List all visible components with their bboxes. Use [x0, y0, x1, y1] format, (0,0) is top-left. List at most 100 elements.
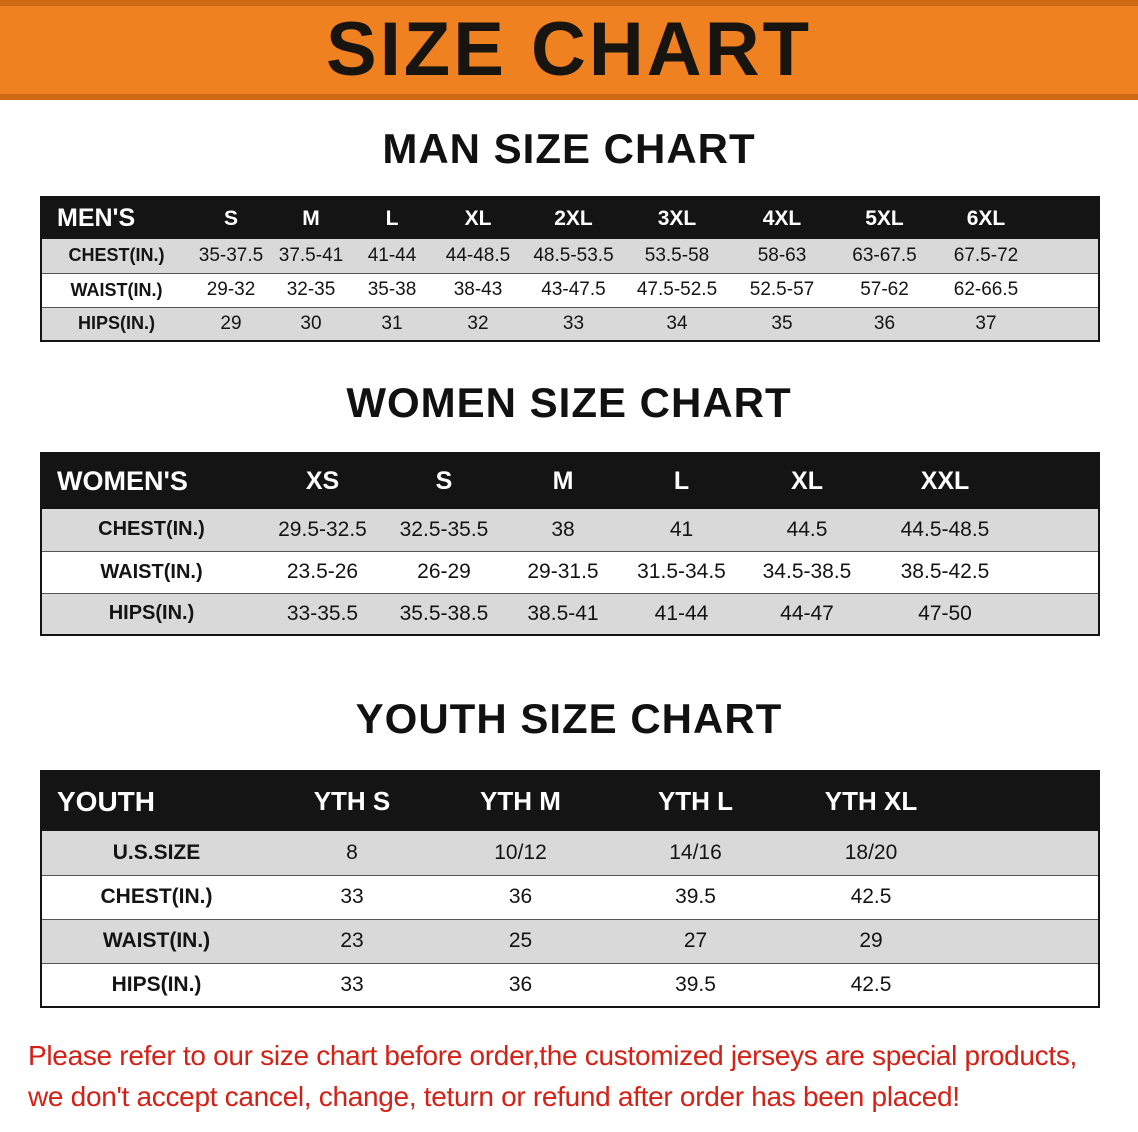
data-cell — [959, 831, 1099, 875]
data-cell: 41-44 — [367, 244, 417, 266]
column-header: S — [191, 197, 271, 239]
youth-size-chart-heading: YOUTH SIZE CHART — [355, 695, 783, 742]
column-header: YTH M — [433, 771, 608, 831]
column-header: YTH XL — [783, 771, 959, 831]
data-cell: 38 — [551, 517, 575, 541]
data-cell: 53.5-58 — [644, 244, 710, 266]
data-cell: 33 — [523, 306, 624, 341]
data-cell: 32.5-35.5 — [399, 517, 489, 541]
column-header: 5XL — [834, 197, 935, 239]
data-cell: 47-50 — [873, 592, 1017, 635]
column-header: M — [271, 197, 351, 239]
youth-section: YOUTH SIZE CHART YOUTH YTH S YTH M YTH L YTH… — [0, 698, 1138, 1008]
data-cell: 33 — [271, 962, 433, 1007]
table-row: CHEST(IN.) 35-37.5 37.5-41 41-44 44-48.5 48.5… — [41, 239, 1099, 273]
data-cell: 33 — [271, 874, 433, 919]
data-cell: 38.5-41 — [504, 592, 622, 635]
data-cell — [959, 918, 1099, 963]
data-cell: 27 — [608, 918, 783, 963]
data-cell: 29 — [783, 918, 959, 963]
data-cell: 32-35 — [271, 272, 351, 307]
data-cell: 18/20 — [844, 840, 898, 864]
data-cell: 14/16 — [669, 840, 722, 864]
men-size-table: MEN'S S M L XL 2XL 3XL 4XL 5XL 6XL CHEST(IN.) 35-37… — [40, 196, 1100, 342]
youth-size-table: YOUTH YTH S YTH M YTH L YTH XL U.S.SIZE 8 10/12… — [40, 770, 1100, 1008]
disclaimer-line-2: we don't accept cancel, change, teturn o… — [28, 1080, 960, 1112]
data-cell: 39.5 — [608, 962, 783, 1007]
table-row: HIPS(IN.) 29 30 31 32 33 34 35 36 37 — [41, 306, 1099, 341]
table-row: CHEST(IN.) 33 36 39.5 42.5 — [41, 874, 1099, 919]
column-header: 6XL — [935, 197, 1037, 239]
column-header: XL — [741, 453, 873, 509]
data-cell: 67.5-72 — [953, 244, 1019, 266]
table-row: WAIST(IN.) 23.5-26 26-29 29-31.5 31.5-34.5 34… — [41, 550, 1099, 593]
data-cell: 29 — [191, 306, 271, 341]
row-label: U.S.SIZE — [112, 840, 201, 864]
data-cell: 31.5-34.5 — [622, 550, 741, 593]
table-header-row: WOMEN'S XS S M L XL XXL — [41, 453, 1099, 509]
data-cell: 30 — [271, 306, 351, 341]
data-cell: 35.5-38.5 — [384, 592, 504, 635]
data-cell: 38.5-42.5 — [873, 550, 1017, 593]
data-cell: 41-44 — [622, 592, 741, 635]
data-cell: 29-32 — [191, 272, 271, 307]
row-label: CHEST(IN.) — [98, 518, 205, 541]
data-cell: 32 — [433, 306, 523, 341]
data-cell: 47.5-52.5 — [624, 272, 730, 307]
table-corner-label: MEN'S — [41, 197, 191, 239]
disclaimer-line-1: Please refer to our size chart before or… — [28, 1040, 1078, 1071]
data-cell: 25 — [433, 918, 608, 963]
data-cell: 31 — [351, 306, 433, 341]
row-label: WAIST(IN.) — [41, 272, 191, 307]
column-header: L — [351, 197, 433, 239]
data-cell: 42.5 — [783, 874, 959, 919]
table-row: WAIST(IN.) 23 25 27 29 — [41, 918, 1099, 963]
column-header: 3XL — [624, 197, 730, 239]
table-row: WAIST(IN.) 29-32 32-35 35-38 38-43 43-47.5 47.… — [41, 272, 1099, 307]
column-header: XXL — [873, 453, 1017, 509]
column-header — [1037, 197, 1099, 239]
table-row: HIPS(IN.) 33 36 39.5 42.5 — [41, 962, 1099, 1007]
row-label: CHEST(IN.) — [68, 245, 165, 266]
data-cell — [1017, 550, 1099, 593]
column-header — [1017, 453, 1099, 509]
men-size-chart-heading: MAN SIZE CHART — [382, 125, 756, 172]
data-cell: 37.5-41 — [278, 244, 344, 266]
data-cell: 44.5 — [786, 517, 828, 541]
data-cell: 23 — [271, 918, 433, 963]
data-cell: 34 — [624, 306, 730, 341]
column-header: M — [504, 453, 622, 509]
column-header: YTH L — [608, 771, 783, 831]
data-cell: 52.5-57 — [730, 272, 834, 307]
column-header: 4XL — [730, 197, 834, 239]
column-header: L — [622, 453, 741, 509]
data-cell: 35-37.5 — [198, 244, 264, 266]
data-cell: 36 — [834, 306, 935, 341]
column-header: S — [384, 453, 504, 509]
data-cell — [1017, 509, 1099, 551]
data-cell — [1037, 306, 1099, 341]
page-title: SIZE CHART — [326, 7, 812, 92]
data-cell: 57-62 — [834, 272, 935, 307]
data-cell: 35-38 — [351, 272, 433, 307]
data-cell: 63-67.5 — [852, 244, 917, 266]
table-corner-label: WOMEN'S — [41, 453, 261, 509]
banner: SIZE CHART — [0, 0, 1138, 100]
data-cell: 23.5-26 — [261, 550, 384, 593]
data-cell: 38-43 — [433, 272, 523, 307]
data-cell: 36 — [433, 874, 608, 919]
disclaimer-text: Please refer to our size chart before or… — [28, 1036, 1118, 1117]
data-cell: 29.5-32.5 — [278, 517, 367, 541]
data-cell — [1037, 239, 1099, 273]
column-header — [959, 771, 1099, 831]
row-label: HIPS(IN.) — [41, 962, 271, 1007]
row-label: CHEST(IN.) — [41, 874, 271, 919]
data-cell: 62-66.5 — [935, 272, 1037, 307]
data-cell — [1037, 272, 1099, 307]
row-label: HIPS(IN.) — [41, 592, 261, 635]
data-cell: 44-48.5 — [445, 244, 511, 266]
women-size-table: WOMEN'S XS S M L XL XXL CHEST(IN.) 29.5-32.5 32.5… — [40, 452, 1100, 636]
data-cell: 26-29 — [384, 550, 504, 593]
column-header: XS — [261, 453, 384, 509]
data-cell: 39.5 — [608, 874, 783, 919]
